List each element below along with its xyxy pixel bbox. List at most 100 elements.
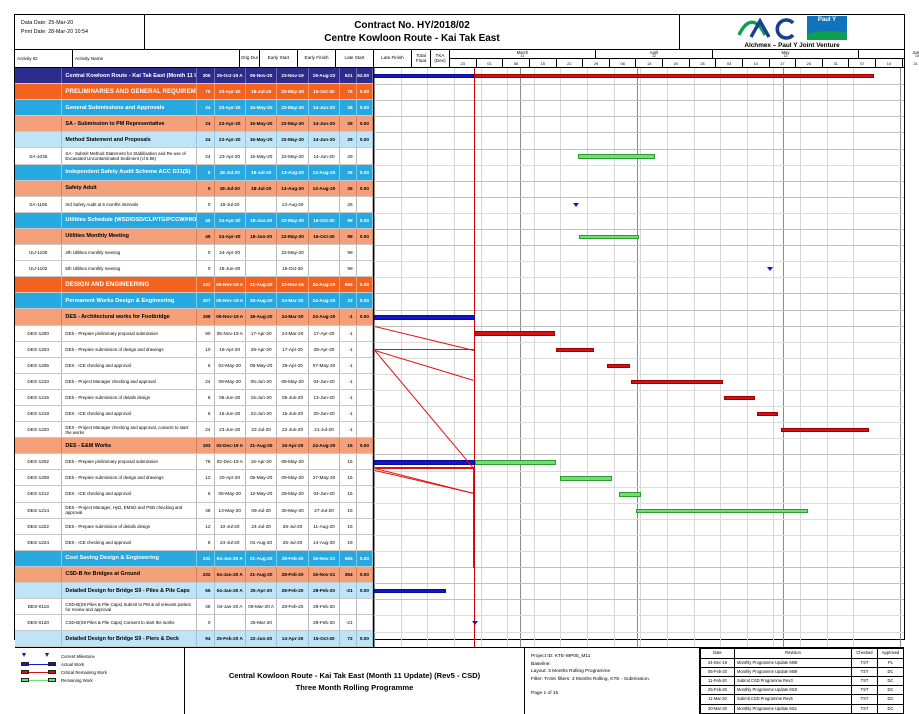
activity-row[interactable]: SA-1106 3rd Safety Audit at 6 months inte… <box>15 196 374 213</box>
cell-tka <box>357 454 374 470</box>
activity-row[interactable]: Method Statement and Proposals 24 23-Apr-2… <box>15 132 374 149</box>
activity-row[interactable]: DES-1212 DES - ICE checking and approval 6… <box>15 486 374 503</box>
title-bar: Data Date: 25-Mar-20 Print Date: 28-Mar-… <box>15 15 904 50</box>
activity-row[interactable]: Utilities Monthly Meeting 45 24-Apr-20 18-J… <box>15 228 374 246</box>
activity-row[interactable]: DES - Architectural works for Footbridge… <box>15 309 374 326</box>
activity-row[interactable]: UU-1102 5th Utilities monthly meeting 0 18-… <box>15 261 374 278</box>
gantt-bar-crit[interactable] <box>631 379 723 385</box>
revision-cell-revision: Submit CSD Programme Rev3 <box>734 675 852 687</box>
gantt-bar-rem[interactable] <box>578 154 655 159</box>
activity-row[interactable]: SA-1036 SA - Submit Method Statement for … <box>15 148 374 165</box>
activity-row[interactable]: DES-1214 DES - Project Manager, HyD, EMSD… <box>15 502 374 519</box>
milestone-marker[interactable] <box>573 202 579 207</box>
gantt-bar-rem[interactable] <box>560 476 612 481</box>
activity-row[interactable]: Central Kowloon Route - Kai Tak East (Mo… <box>15 68 374 85</box>
baseline: Baseline: <box>531 661 551 667</box>
week-gridline <box>746 68 748 648</box>
revision-table-wrapper: Date Revision Checked Approved 24-Dec-19 Mon… <box>700 648 904 714</box>
cell-early-start: 06-May-20 <box>215 486 246 502</box>
activity-row[interactable]: DES-1202 DES - Prepare preliminary propos… <box>15 454 374 471</box>
timeline-week-cell: 23 <box>450 59 477 67</box>
activity-row[interactable]: General Submissions and Approvals 24 23-Ap… <box>15 100 374 117</box>
month-gridline <box>783 68 784 648</box>
activity-row[interactable]: Detailed Design for Bridge S9 - Piles & … <box>15 583 374 600</box>
gantt-bar-crit[interactable] <box>556 347 594 352</box>
activity-row[interactable]: Detailed Design for Bridge S9 - Piers & … <box>15 631 374 648</box>
gantt-bar-rem[interactable] <box>636 508 808 513</box>
cell-early-start: 04-Jan-20 A <box>215 566 246 582</box>
activity-row[interactable]: Permanent Works Design & Engineering 207 0… <box>15 293 374 310</box>
alchmex-logo-icon <box>737 16 799 40</box>
cell-activity-id <box>15 84 63 100</box>
cell-activity-id: DES-1224 <box>15 534 63 550</box>
activity-row[interactable]: Safety Adult 0 18-Jul-20 18-Jul-20 13-Aug-20… <box>15 180 374 197</box>
col-tka-l1: TKA <box>435 52 445 58</box>
timeline-week-cell: 14 <box>876 59 903 67</box>
activity-row[interactable]: DES-1222 DES - Prepare submission of deta… <box>15 518 374 535</box>
gantt-bar-crit[interactable] <box>781 428 869 433</box>
milestone-marker[interactable] <box>767 267 773 272</box>
gantt-bar-actual[interactable] <box>374 315 475 320</box>
cell-activity-name: Utilities Monthly Meeting <box>62 228 198 245</box>
activity-row[interactable]: DES-1218 DES - ICE checking and approval 6… <box>15 405 374 423</box>
cell-late-finish: 14-Jun-20 <box>309 148 341 164</box>
gantt-bar-rem[interactable] <box>579 234 639 240</box>
cell-early-start: 18-Apr-20 <box>215 341 246 357</box>
revision-cell-approved: DC <box>877 685 904 696</box>
cell-late-finish: 14-Jun-20 <box>309 132 341 148</box>
gantt-bar-crit[interactable] <box>475 331 555 336</box>
activity-row[interactable]: DES-1206 DES - ICE checking and approval 6… <box>15 357 374 374</box>
milestone-marker[interactable] <box>472 621 478 626</box>
activity-row[interactable]: DES-1220 DES - Project Manager checking a… <box>15 422 374 439</box>
cell-total-float: 99 <box>340 212 357 228</box>
gantt-bar-rem[interactable] <box>475 460 556 465</box>
cell-activity-name: PRELIMINARIES AND GENERAL REQUIREMENTS <box>62 84 198 100</box>
activity-row[interactable]: DES-1216 DES - Prepare submission of deta… <box>15 389 374 406</box>
activity-row[interactable]: Independent Safety Audit Scheme ACC D31(… <box>15 164 374 181</box>
revision-row: 25-Feb-20 Monthly Programme Update M10 TST… <box>700 685 904 696</box>
activity-row[interactable]: DES-0120 CSD-B(S9 Piles & Pile Caps) Cons… <box>15 615 374 632</box>
activity-row[interactable]: DES - E&M Works 193 02-Dec-19 A 21-Aug-20 16… <box>15 438 374 455</box>
activity-row[interactable]: CSD-B for Bridges at Ground 232 04-Jan-20 … <box>15 566 374 583</box>
activity-row[interactable]: Utilities Schedule (WSD/DSD/CLP/TG/PCCW/… <box>15 212 374 229</box>
gantt-timeline[interactable] <box>374 68 904 648</box>
activity-row[interactable]: PRELIMINARIES AND GENERAL REQUIREMENTS70… <box>15 84 374 101</box>
gantt-bar-actual[interactable] <box>374 73 474 79</box>
gantt-bar-rem[interactable] <box>619 492 641 497</box>
col-tka-l2: (Dev) <box>434 57 446 63</box>
cell-orig-dur: 78 <box>197 454 215 470</box>
cell-late-finish: 21-Jul-20 <box>309 422 341 438</box>
activity-row[interactable]: DES-1208 DES - Prepare submission of desi… <box>15 470 374 487</box>
activity-row[interactable]: DES-1224 DES - ICE checking and approval 8… <box>15 534 374 551</box>
cell-early-finish: 21-Aug-20 <box>246 550 278 566</box>
joint-venture-name: Alchmex – Paul Y Joint Venture <box>744 42 840 49</box>
activity-row[interactable]: DES-0118 CSD-B(S9 Piles & Pile Caps) Subm… <box>15 599 374 616</box>
row-gridline <box>374 406 904 408</box>
activity-row[interactable]: DES-1204 DES - Prepare submission of desi… <box>15 341 374 358</box>
legend-row: Critical Remaining Work <box>21 668 178 676</box>
row-gridline <box>374 229 904 230</box>
activity-row[interactable]: UU-1100 4th Utilities monthly meeting 0 24-… <box>15 245 374 262</box>
cell-tka <box>357 389 374 405</box>
gantt-bar-crit[interactable] <box>607 363 630 369</box>
cell-activity-name: SA - Submit Method Statement for Stabili… <box>62 148 198 164</box>
timeline-week-cell: 31 <box>823 59 850 67</box>
gantt-bar-actual[interactable] <box>374 460 475 465</box>
activity-row[interactable]: DES-1200 DES - Prepare preliminary propos… <box>15 325 374 342</box>
cell-activity-name: Safety Adult <box>62 180 198 196</box>
activity-row[interactable]: DES-1210 DES - Project Manager checking a… <box>15 373 374 390</box>
activity-row[interactable]: SA - Submission to PM Representative 24 23… <box>15 116 374 133</box>
cell-activity-id: DES-1202 <box>15 454 63 470</box>
timeline-month-cell: March 11 <box>450 50 596 59</box>
revision-cell-revision: Monthly Programme Update M08 <box>734 657 852 668</box>
gantt-bar-crit[interactable] <box>474 73 874 79</box>
cell-activity-name: DES - Prepare submission of details desi… <box>62 389 198 405</box>
legend-symbol <box>21 652 57 660</box>
activity-row[interactable]: Cost Saving Design & Engineering 232 04-Ja… <box>15 550 374 567</box>
gantt-bar-crit[interactable] <box>724 395 755 401</box>
gantt-bar-actual[interactable] <box>374 589 446 594</box>
cell-early-finish: 09-Mar-20 A <box>246 599 278 615</box>
activity-row[interactable]: DESIGN AND ENGINEERING 232 05-Nov-19 A 21-A… <box>15 277 374 294</box>
gantt-bar-crit[interactable] <box>757 411 778 417</box>
cell-tka <box>357 615 374 631</box>
